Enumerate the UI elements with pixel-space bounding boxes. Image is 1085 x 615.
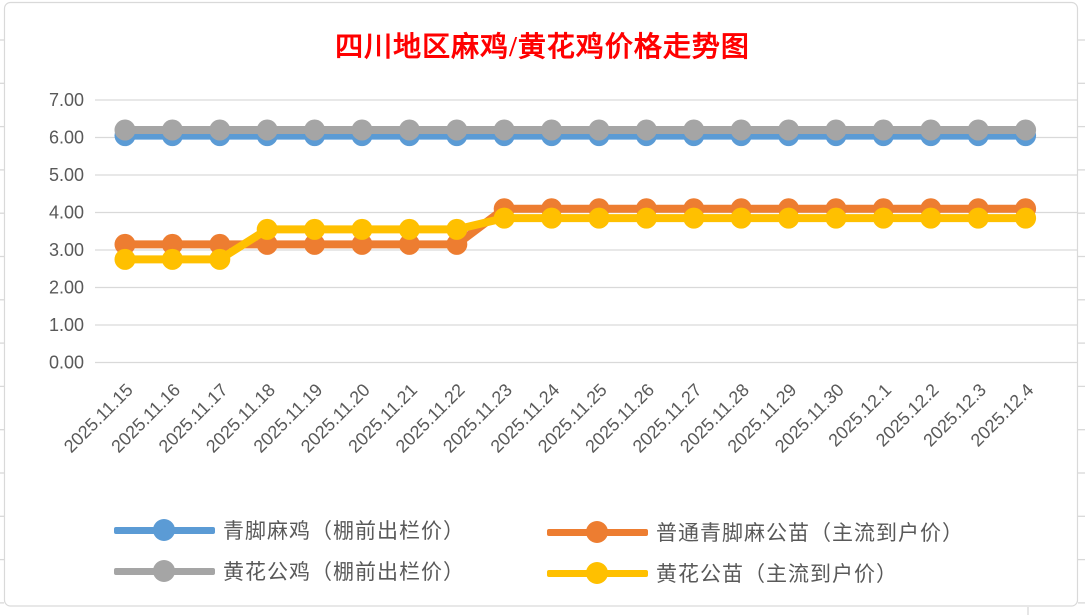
series-2-marker: [588, 119, 610, 141]
series-3-marker: [304, 218, 326, 240]
series-2-marker: [920, 119, 942, 141]
y-axis-label: 7.00: [49, 90, 84, 110]
legend-marker-gray: [114, 559, 215, 583]
legend-label-qingjiaomaji: 青脚麻鸡（棚前出栏价）: [223, 519, 465, 543]
chart-title: 四川地区麻鸡/黄花鸡价格走势图: [335, 32, 750, 63]
series-3-marker: [967, 207, 989, 229]
legend-marker-blue: [114, 518, 215, 542]
series-3-marker: [114, 248, 136, 270]
series-1-marker: [351, 233, 373, 255]
series-2-marker: [683, 119, 705, 141]
series-1-marker: [398, 233, 420, 255]
series-1-marker: [446, 233, 468, 255]
chart-frame: [3, 1, 1079, 607]
series-3-marker: [635, 207, 657, 229]
series-3-marker: [1015, 207, 1037, 229]
series-2-marker: [825, 119, 847, 141]
series-2-marker: [1015, 119, 1037, 141]
series-3-marker: [351, 218, 373, 240]
series-2-marker: [967, 119, 989, 141]
y-axis-label: 2.00: [49, 278, 84, 298]
y-axis-label: 0.00: [49, 353, 84, 373]
series-2-marker: [161, 119, 183, 141]
series-2-marker: [493, 119, 515, 141]
legend-marker-orange: [547, 520, 648, 544]
legend-item-huanghua-gongmiao[interactable]: 黄花公苗（主流到户价）: [547, 555, 898, 591]
series-2-marker: [209, 119, 231, 141]
series-2-marker: [635, 119, 657, 141]
legend-label-huanghua-gongmiao: 黄花公苗（主流到户价）: [656, 562, 898, 586]
series-3-marker: [209, 248, 231, 270]
series-3-marker: [446, 218, 468, 240]
legend-marker-yellow: [547, 561, 648, 585]
series-3-marker: [493, 207, 515, 229]
series-3-marker: [778, 207, 800, 229]
series-3-marker: [256, 218, 278, 240]
series-3-marker: [398, 218, 420, 240]
series-3-marker: [541, 207, 563, 229]
series-3-marker: [872, 207, 894, 229]
series-2-marker: [398, 119, 420, 141]
series-2-marker: [730, 119, 752, 141]
series-1-marker: [209, 233, 231, 255]
legend-label-qingjiaoma-gongmiao: 普通青脚麻公苗（主流到户价）: [656, 521, 964, 545]
y-axis-label: 4.00: [49, 203, 84, 223]
series-3-marker: [161, 248, 183, 270]
series-2-marker: [778, 119, 800, 141]
series-3-marker: [683, 207, 705, 229]
series-2-marker: [872, 119, 894, 141]
series-3-marker: [920, 207, 942, 229]
y-axis-label: 1.00: [49, 315, 84, 335]
y-axis-label: 3.00: [49, 240, 84, 260]
y-axis-label: 6.00: [49, 128, 84, 148]
series-1-marker: [256, 233, 278, 255]
legend-item-qingjiaoma-gongmiao[interactable]: 普通青脚麻公苗（主流到户价）: [547, 514, 964, 550]
series-3-marker: [588, 207, 610, 229]
series-2-marker: [446, 119, 468, 141]
series-2-marker: [541, 119, 563, 141]
series-1-marker: [161, 233, 183, 255]
series-2-marker: [114, 119, 136, 141]
series-2-marker: [351, 119, 373, 141]
series-3-marker: [730, 207, 752, 229]
y-axis-label: 5.00: [49, 165, 84, 185]
series-2-marker: [304, 119, 326, 141]
series-1-marker: [114, 233, 136, 255]
legend-item-qingjiaomaji[interactable]: 青脚麻鸡（棚前出栏价）: [114, 512, 465, 548]
series-2-marker: [256, 119, 278, 141]
series-3-marker: [825, 207, 847, 229]
legend-label-huanghua-gongji: 黄花公鸡（棚前出栏价）: [223, 560, 465, 584]
legend-item-huanghua-gongji[interactable]: 黄花公鸡（棚前出栏价）: [114, 553, 465, 589]
series-1-marker: [304, 233, 326, 255]
